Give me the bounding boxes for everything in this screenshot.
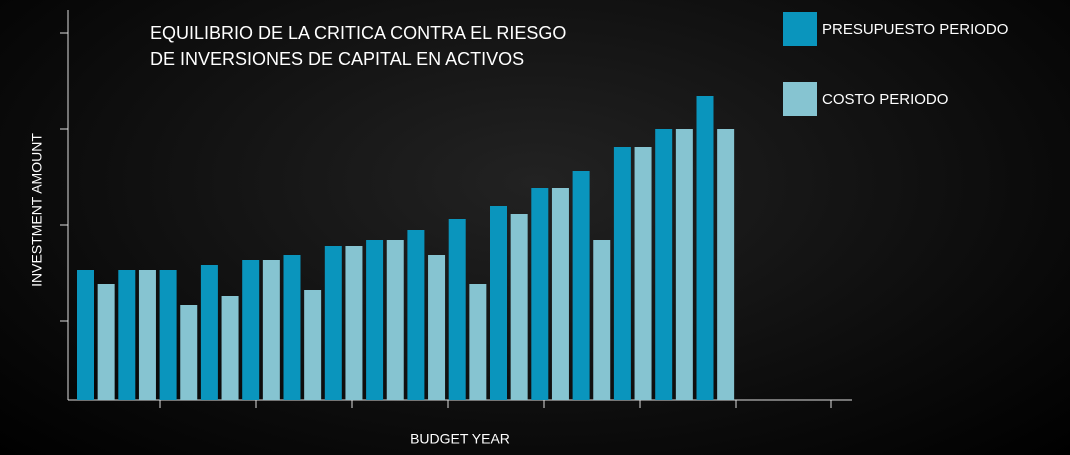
- bar: [675, 129, 693, 400]
- y-axis-label: INVESTMENT AMOUNT: [29, 133, 45, 287]
- bar: [324, 246, 342, 400]
- bar: [77, 270, 94, 400]
- bar: [696, 96, 714, 400]
- bar: [304, 290, 322, 400]
- bar: [572, 171, 590, 400]
- bar: [262, 260, 280, 400]
- legend-label: COSTO PERIODO: [822, 91, 948, 108]
- bar: [200, 265, 218, 400]
- bar: [97, 284, 115, 400]
- chart-title-line: DE INVERSIONES DE CAPITAL EN ACTIVOS: [150, 49, 524, 69]
- bar: [531, 188, 549, 400]
- bar: [386, 240, 404, 400]
- bar: [551, 188, 569, 400]
- bar: [593, 240, 611, 400]
- bar: [448, 219, 466, 400]
- bar: [221, 296, 239, 400]
- bar: [613, 147, 631, 400]
- bar: [118, 270, 136, 400]
- legend-swatch: [783, 82, 817, 116]
- bar: [180, 305, 198, 400]
- bar: [655, 129, 673, 400]
- chart-title-line: EQUILIBRIO DE LA CRITICA CONTRA EL RIESG…: [150, 23, 566, 43]
- bar: [138, 270, 156, 400]
- bar: [242, 260, 260, 400]
- legend-swatch: [783, 12, 817, 46]
- x-axis-ticks: [159, 400, 832, 408]
- bar: [469, 284, 487, 400]
- bar: [407, 230, 425, 400]
- x-axis-label: BUDGET YEAR: [410, 431, 510, 447]
- bar: [490, 206, 507, 400]
- legend-label: PRESUPUESTO PERIODO: [822, 21, 1008, 38]
- bar: [717, 129, 735, 400]
- bar: [366, 240, 384, 400]
- bar: [345, 246, 363, 400]
- bar: [283, 255, 301, 400]
- bar: [634, 147, 652, 400]
- bar: [428, 255, 446, 400]
- bar: [159, 270, 177, 400]
- bar: [510, 214, 528, 400]
